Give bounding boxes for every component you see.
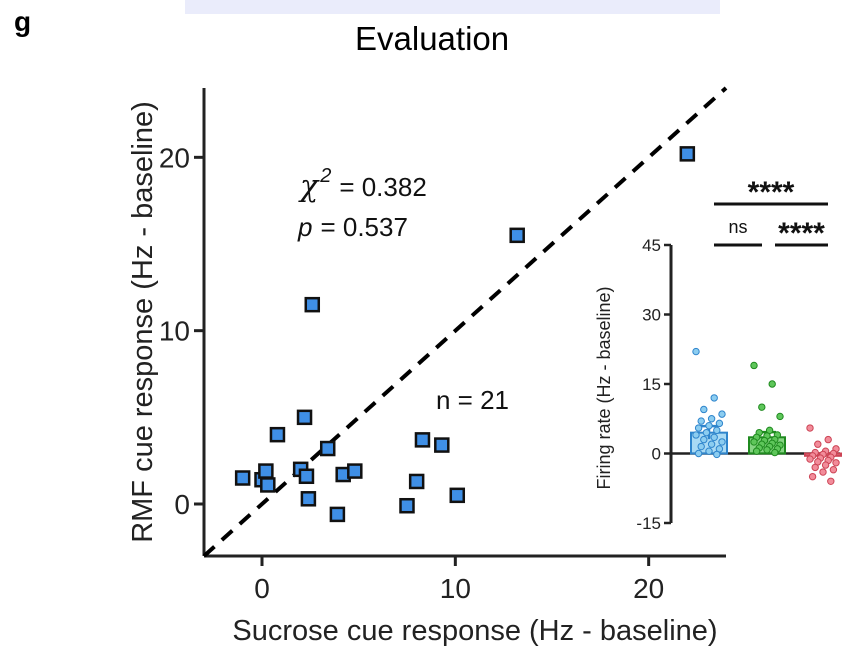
chi-value: = 0.382 xyxy=(339,172,426,202)
inset-dot xyxy=(768,380,776,388)
inset-y-axis-ticks: -15 0 15 30 45 xyxy=(636,236,671,533)
scatter-point xyxy=(408,473,425,490)
inset-dot xyxy=(824,435,832,444)
inset-dot xyxy=(821,461,830,469)
inset-dots xyxy=(692,347,840,485)
x-tick-label: 0 xyxy=(254,573,270,604)
n-label: n = 21 xyxy=(436,385,509,415)
inset-dot xyxy=(771,448,779,457)
stats-annotation: χ 2 = 0.382 p = 0.537 n = 21 xyxy=(297,165,509,415)
inset-dot xyxy=(697,442,705,451)
inset-dot xyxy=(713,450,721,459)
inset-dot xyxy=(705,422,713,430)
inset-dot xyxy=(692,431,700,439)
inset-dot xyxy=(697,417,705,425)
top-band xyxy=(185,0,720,14)
inset-dot xyxy=(705,447,713,455)
inset-dot xyxy=(806,424,814,432)
y-tick-label: 20 xyxy=(159,142,190,173)
scatter-point xyxy=(296,409,313,426)
scatter-point xyxy=(399,497,415,514)
svg-text:χ2= 0.382: χ 2 = 0.382 xyxy=(298,165,427,204)
inset-y-axis-label: Firing rate (Hz - baseline) xyxy=(594,286,614,489)
inset-y-tick-label: 15 xyxy=(642,375,661,394)
inset-dot xyxy=(814,440,822,448)
y-axis-label: RMF cue response (Hz - baseline) xyxy=(127,101,159,543)
chi-symbol: χ xyxy=(298,169,320,204)
inset-dot xyxy=(718,438,726,446)
inset-dot xyxy=(692,347,700,356)
p-value: = 0.537 xyxy=(320,212,407,242)
scatter-point xyxy=(347,463,363,479)
scatter-point xyxy=(509,227,525,244)
scatter-point xyxy=(304,296,321,313)
inset-dot xyxy=(694,424,703,432)
inset-dot xyxy=(811,463,819,472)
inset-dot xyxy=(808,472,817,481)
inset-dot xyxy=(752,447,761,455)
scatter-point xyxy=(434,437,450,453)
significance-brackets: ****ns **** xyxy=(714,176,828,250)
inset-dot xyxy=(827,477,835,485)
inset-y-tick-label: 0 xyxy=(652,445,661,464)
inset-dot xyxy=(694,449,703,458)
scatter-point xyxy=(258,463,274,479)
inset-dot xyxy=(715,419,724,428)
inset-dot xyxy=(707,415,716,423)
inset-dot xyxy=(710,433,718,441)
y-axis-ticks: 0 10 20 xyxy=(159,142,204,520)
scatter-point xyxy=(269,426,286,443)
inset-dot xyxy=(763,446,771,454)
p-symbol: p xyxy=(297,212,312,242)
significance-label: **** xyxy=(778,217,825,250)
inset-dot xyxy=(758,403,766,411)
panel-letter: g xyxy=(14,6,32,37)
inset-y-tick-label: -15 xyxy=(636,514,661,533)
chi-exponent: 2 xyxy=(319,165,331,187)
scatter-point xyxy=(449,487,466,504)
inset-dot xyxy=(707,440,716,448)
chart-title: Evaluation xyxy=(355,20,510,57)
scatter-points xyxy=(234,146,696,523)
inset-dot xyxy=(700,435,708,444)
scatter-point xyxy=(329,506,346,523)
inset-y-tick-label: 30 xyxy=(642,306,661,325)
inset-dot xyxy=(829,466,838,474)
x-tick-label: 10 xyxy=(440,573,471,604)
inset-dot xyxy=(713,426,721,435)
significance-label: **** xyxy=(748,176,795,209)
scatter-point xyxy=(679,146,696,162)
inset-dot xyxy=(776,412,784,421)
y-tick-label: 0 xyxy=(174,489,190,520)
inset-dot xyxy=(710,394,718,402)
inset-dot xyxy=(718,410,726,418)
scatter-point xyxy=(234,470,251,486)
significance-label: ns xyxy=(728,217,747,237)
inset-dot xyxy=(750,438,758,446)
scatter-point xyxy=(319,440,336,457)
scatter-point xyxy=(298,468,315,485)
scatter-point xyxy=(414,432,431,448)
inset-dot xyxy=(702,428,711,437)
x-tick-label: 20 xyxy=(633,573,664,604)
scatter-point xyxy=(300,491,317,507)
svg-text:p= 0.537: p = 0.537 xyxy=(297,212,408,242)
y-tick-label: 10 xyxy=(159,316,190,347)
inset-dot xyxy=(700,405,708,414)
inset-dot xyxy=(806,455,814,463)
inset-dot xyxy=(819,468,827,476)
x-axis-label: Sucrose cue response (Hz - baseline) xyxy=(232,615,717,647)
identity-line xyxy=(202,86,728,558)
scatter-point xyxy=(260,477,276,493)
x-axis-ticks: 0 10 20 xyxy=(254,556,664,604)
inset-dot xyxy=(750,361,758,370)
inset-y-tick-label: 45 xyxy=(642,236,661,255)
inset-dot xyxy=(832,459,840,467)
